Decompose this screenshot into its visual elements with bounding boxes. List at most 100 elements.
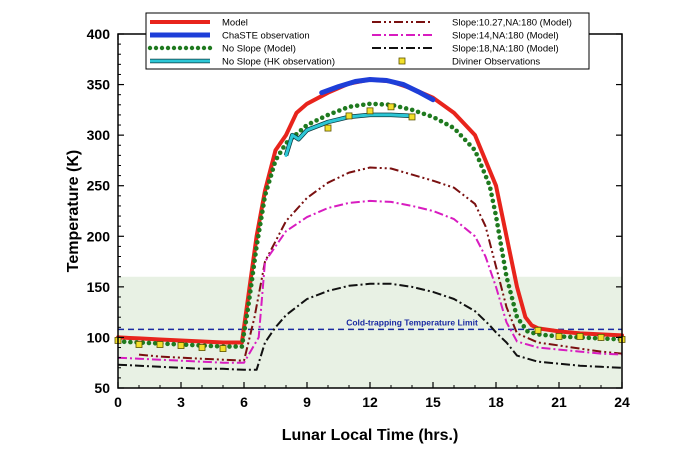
no-slope-dot: [165, 341, 170, 347]
legend-dot: [201, 45, 207, 51]
no-slope-dot: [268, 173, 274, 178]
x-tick-label: 24: [614, 394, 630, 410]
no-slope-dot: [298, 127, 304, 133]
legend-entry: ChaSTE observation: [150, 31, 310, 42]
no-slope-dot: [252, 258, 257, 263]
no-slope-dot: [462, 137, 468, 143]
legend-dot: [153, 45, 159, 51]
series-no-slope-hk-observation: [284, 113, 414, 157]
no-slope-dot: [274, 155, 280, 161]
no-slope-dot: [254, 246, 259, 251]
no-slope-dot: [409, 107, 415, 113]
legend-marker: [398, 57, 406, 65]
diviner-point: [597, 334, 605, 341]
no-slope-dot: [258, 221, 263, 227]
legend-entry: No Slope (HK observation): [150, 57, 335, 68]
no-slope-dot: [511, 301, 516, 307]
no-slope-dot: [303, 123, 308, 129]
no-slope-dot: [500, 253, 506, 259]
series-diviner-observations: [114, 103, 626, 352]
diviner-point: [219, 345, 227, 352]
no-slope-dot: [261, 203, 266, 208]
series-slope-14-na-180-model: [117, 199, 623, 364]
legend-dot: [177, 45, 183, 51]
no-slope-dot: [272, 161, 277, 167]
no-slope-dot: [121, 339, 127, 345]
x-tick-label: 6: [240, 394, 248, 410]
no-slope-dot: [251, 264, 257, 270]
no-slope-dot: [245, 307, 251, 313]
no-slope-dot: [479, 163, 484, 169]
no-slope-dot: [342, 106, 348, 111]
no-slope-dot: [241, 332, 247, 337]
no-slope-dot: [240, 338, 246, 343]
no-slope-dot: [611, 336, 616, 342]
diviner-point: [324, 124, 332, 132]
legend-label: Model: [222, 18, 248, 29]
no-slope-dot: [444, 121, 449, 127]
no-slope-dot: [266, 179, 272, 184]
plot-axes: 0 3 6 9 12 15 18 21 24 50 100 150 200 250 300 350 400 Lun…: [65, 26, 630, 444]
no-slope-dot: [146, 340, 152, 346]
diviner-point: [534, 326, 542, 334]
no-slope-dot: [270, 167, 276, 172]
no-slope-dot: [277, 150, 283, 156]
diviner-point: [408, 113, 416, 121]
no-slope-dot: [549, 333, 555, 339]
no-slope-dot: [325, 112, 331, 118]
no-slope-dot: [454, 128, 459, 134]
no-slope-dot: [586, 335, 592, 341]
no-slope-dot: [239, 344, 245, 349]
no-slope-dot: [248, 289, 253, 294]
y-tick-label: 50: [94, 380, 110, 396]
legend-entry: Model: [150, 18, 248, 29]
diviner-point: [177, 342, 185, 349]
no-slope-dot: [471, 146, 476, 152]
no-slope-dot: [499, 247, 505, 252]
legend-label: Slope:14,NA:180 (Model): [452, 31, 559, 42]
no-slope-dot: [373, 101, 378, 107]
no-slope-dot: [314, 118, 319, 123]
no-slope-dot: [403, 106, 409, 111]
no-slope-dot: [496, 229, 501, 234]
no-slope-dot: [506, 283, 512, 289]
legend-entry: Slope:14,NA:180 (Model): [372, 31, 559, 42]
y-axis-title: Temperature (K): [65, 150, 82, 272]
no-slope-dot: [438, 118, 444, 124]
legend-dot: [183, 45, 189, 51]
no-slope-dot: [415, 109, 421, 115]
no-slope-dot: [481, 169, 487, 174]
no-slope-dot: [397, 104, 403, 110]
no-slope-dot: [503, 271, 509, 277]
no-slope-dot: [263, 191, 269, 196]
no-slope-dot: [171, 341, 177, 347]
legend-dot: [147, 45, 153, 51]
no-slope-dot: [517, 319, 523, 324]
series-hk-outline: [283, 112, 413, 157]
no-slope-dot: [467, 142, 472, 147]
no-slope-dot: [509, 295, 515, 301]
no-slope-dot: [502, 265, 508, 271]
no-slope-dot: [208, 343, 214, 349]
no-slope-dot: [367, 101, 372, 107]
legend-label: Diviner Observations: [452, 57, 540, 68]
no-slope-dot: [244, 313, 250, 319]
legend-label: Slope:18,NA:180 (Model): [452, 44, 559, 55]
no-slope-dot: [243, 319, 249, 325]
no-slope-dot: [489, 192, 494, 198]
x-tick-label: 21: [551, 394, 567, 410]
legend-dot: [171, 45, 177, 51]
no-slope-dot: [190, 342, 195, 348]
no-slope-dot: [337, 108, 342, 113]
legend-box: [145, 12, 590, 70]
x-tick-label: 9: [303, 394, 311, 410]
legend-dot: [189, 45, 195, 51]
legend-dot: [195, 45, 201, 51]
no-slope-dot: [248, 282, 254, 288]
no-slope-dot: [308, 120, 314, 126]
no-slope-dot: [331, 110, 336, 116]
no-slope-dot: [427, 113, 433, 119]
no-slope-dot: [488, 186, 493, 192]
no-slope-dot: [183, 342, 189, 348]
